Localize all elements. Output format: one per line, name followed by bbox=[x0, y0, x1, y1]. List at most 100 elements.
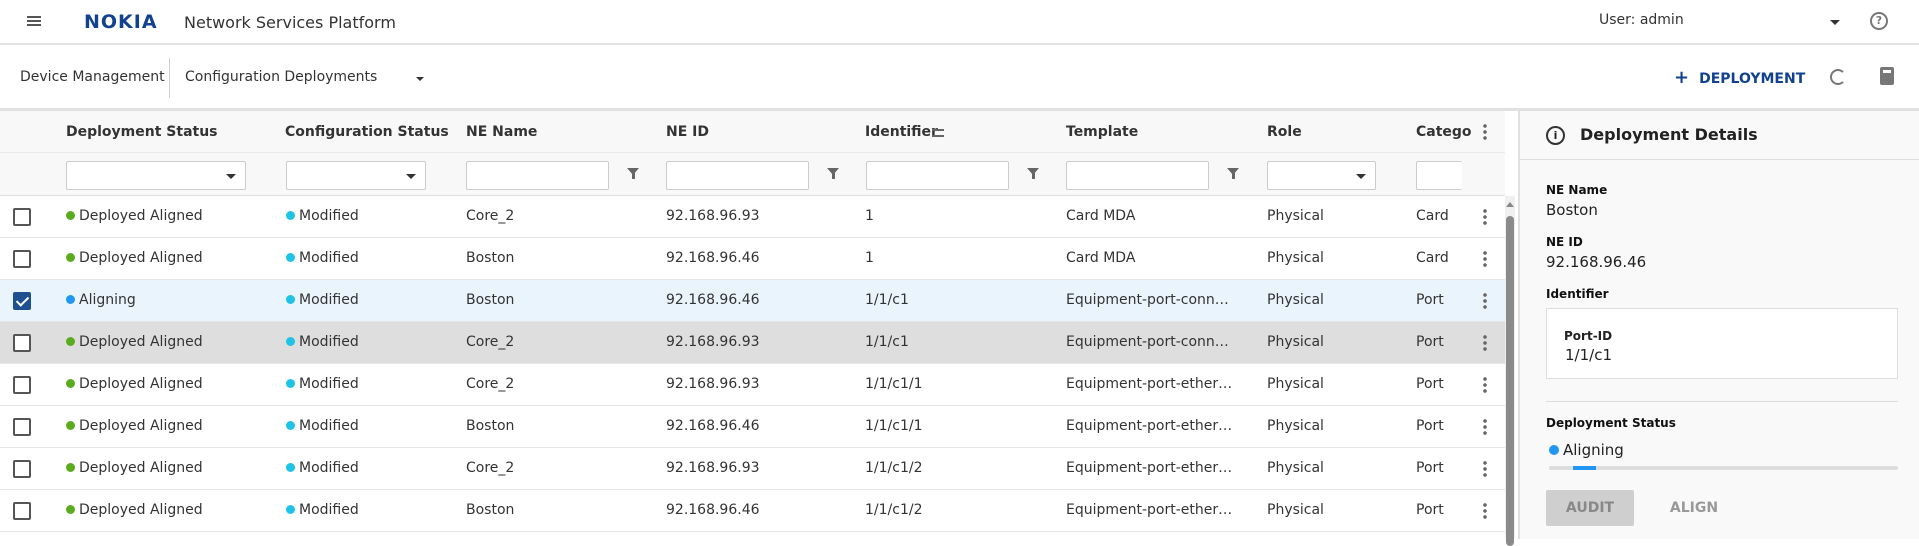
filter-icon[interactable] bbox=[827, 168, 839, 179]
row-menu-icon[interactable] bbox=[1483, 250, 1487, 268]
table-row[interactable]: Deployed Aligned Modified Core_2 92.168.96.… bbox=[0, 448, 1505, 490]
cell-category: Port bbox=[1416, 502, 1444, 518]
breadcrumb[interactable]: Device Management bbox=[20, 69, 165, 85]
identifier-filter[interactable] bbox=[866, 161, 1009, 190]
help-icon[interactable]: ? bbox=[1870, 12, 1888, 30]
identifier-box: Port-ID 1/1/c1 bbox=[1546, 308, 1898, 379]
cell-template: Card MDA bbox=[1066, 250, 1136, 266]
filter-icon[interactable] bbox=[1227, 168, 1239, 179]
cell-identifier: 1/1/c1/1 bbox=[865, 376, 923, 392]
table-row[interactable]: Deployed Aligned Modified Boston 92.168.96.… bbox=[0, 490, 1505, 532]
cell-config-status: Modified bbox=[286, 460, 359, 476]
col-template[interactable]: Template bbox=[1066, 124, 1139, 140]
row-menu-icon[interactable] bbox=[1483, 208, 1487, 226]
cell-deployment-status: Aligning bbox=[66, 292, 136, 308]
add-deployment-button[interactable]: + DEPLOYMENT bbox=[1674, 67, 1806, 88]
divider bbox=[1546, 401, 1898, 402]
col-configuration-status[interactable]: Configuration Status bbox=[285, 124, 449, 140]
cell-identifier: 1/1/c1 bbox=[865, 334, 909, 350]
col-ne-name[interactable]: NE Name bbox=[466, 124, 538, 140]
status-dot bbox=[66, 463, 75, 472]
status-dot bbox=[66, 295, 75, 304]
cell-role: Physical bbox=[1267, 292, 1324, 308]
ne-id-filter[interactable] bbox=[666, 161, 809, 190]
cell-category: Card bbox=[1416, 208, 1449, 224]
row-checkbox[interactable] bbox=[13, 460, 31, 478]
row-checkbox[interactable] bbox=[13, 292, 31, 310]
scroll-up-icon[interactable] bbox=[1506, 202, 1514, 207]
table-row[interactable]: Deployed Aligned Modified Boston 92.168.96.… bbox=[0, 238, 1505, 280]
row-checkbox[interactable] bbox=[13, 208, 31, 226]
cell-role: Physical bbox=[1267, 334, 1324, 350]
menu-icon[interactable] bbox=[27, 16, 41, 26]
status-dot bbox=[286, 421, 295, 430]
table-row[interactable]: Deployed Aligned Modified Boston 92.168.96.… bbox=[0, 406, 1505, 448]
view-selector[interactable]: Configuration Deployments bbox=[185, 69, 378, 85]
status-dot bbox=[66, 379, 75, 388]
col-deployment-status[interactable]: Deployment Status bbox=[66, 124, 218, 140]
cell-ne-id: 92.168.96.93 bbox=[666, 460, 760, 476]
cell-identifier: 1 bbox=[865, 208, 874, 224]
user-caret-icon[interactable] bbox=[1830, 20, 1840, 25]
view-caret-icon[interactable] bbox=[416, 77, 424, 81]
cell-category: Port bbox=[1416, 418, 1444, 434]
filter-icon[interactable] bbox=[1027, 168, 1039, 179]
align-button[interactable]: ALIGN bbox=[1669, 500, 1719, 516]
cell-ne-name: Boston bbox=[466, 418, 515, 434]
deployment-status-label: Deployment Status bbox=[1546, 416, 1676, 430]
cell-deployment-status: Deployed Aligned bbox=[66, 376, 203, 392]
table-row[interactable]: Deployed Aligned Modified Core_2 92.168.96.… bbox=[0, 196, 1505, 238]
ne-id-value: 92.168.96.46 bbox=[1546, 253, 1647, 271]
filter-row bbox=[0, 153, 1505, 196]
user-menu[interactable]: User: admin bbox=[1599, 12, 1684, 28]
cell-ne-name: Core_2 bbox=[466, 208, 515, 224]
ne-name-filter[interactable] bbox=[466, 161, 609, 190]
cell-role: Physical bbox=[1267, 250, 1324, 266]
cell-config-status: Modified bbox=[286, 334, 359, 350]
table-row[interactable]: Aligning Modified Boston 92.168.96.46 1/1/c1… bbox=[0, 280, 1505, 322]
col-identifier[interactable]: Identifier bbox=[865, 124, 938, 140]
cell-deployment-status: Deployed Aligned bbox=[66, 460, 203, 476]
row-menu-icon[interactable] bbox=[1483, 334, 1487, 352]
progress-indicator bbox=[1573, 466, 1596, 470]
info-icon: i bbox=[1546, 126, 1565, 145]
cell-category: Port bbox=[1416, 460, 1444, 476]
scroll-thumb[interactable] bbox=[1506, 216, 1514, 546]
deployment-status-value: Aligning bbox=[1549, 441, 1624, 459]
col-role[interactable]: Role bbox=[1267, 124, 1302, 140]
ne-name-label: NE Name bbox=[1546, 183, 1608, 197]
row-checkbox[interactable] bbox=[13, 502, 31, 520]
row-menu-icon[interactable] bbox=[1483, 376, 1487, 394]
cell-ne-id: 92.168.96.46 bbox=[666, 502, 760, 518]
cell-role: Physical bbox=[1267, 502, 1324, 518]
row-checkbox[interactable] bbox=[13, 250, 31, 268]
row-menu-icon[interactable] bbox=[1483, 502, 1487, 520]
row-menu-icon[interactable] bbox=[1483, 418, 1487, 436]
row-checkbox[interactable] bbox=[13, 418, 31, 436]
audit-button[interactable]: AUDIT bbox=[1546, 490, 1634, 526]
row-checkbox[interactable] bbox=[13, 376, 31, 394]
cell-role: Physical bbox=[1267, 418, 1324, 434]
cell-config-status: Modified bbox=[286, 250, 359, 266]
refresh-icon[interactable] bbox=[1830, 69, 1846, 85]
cell-role: Physical bbox=[1267, 460, 1324, 476]
col-category[interactable]: Catego bbox=[1416, 124, 1472, 140]
row-menu-icon[interactable] bbox=[1483, 292, 1487, 310]
column-menu-icon[interactable] bbox=[1483, 123, 1487, 141]
role-filter[interactable] bbox=[1267, 161, 1376, 190]
filter-icon[interactable] bbox=[627, 168, 639, 179]
category-filter[interactable] bbox=[1416, 161, 1462, 190]
sort-icon[interactable] bbox=[932, 129, 944, 137]
cell-identifier: 1 bbox=[865, 250, 874, 266]
table-scrollbar[interactable] bbox=[1505, 196, 1515, 546]
row-menu-icon[interactable] bbox=[1483, 460, 1487, 478]
table-row[interactable]: Deployed Aligned Modified Core_2 92.168.96.… bbox=[0, 364, 1505, 406]
template-filter[interactable] bbox=[1066, 161, 1209, 190]
table-row[interactable]: Deployed Aligned Modified Core_2 92.168.96.… bbox=[0, 322, 1505, 364]
row-checkbox[interactable] bbox=[13, 334, 31, 352]
configuration-status-filter[interactable] bbox=[286, 161, 426, 190]
deployment-status-filter[interactable] bbox=[66, 161, 246, 190]
col-ne-id[interactable]: NE ID bbox=[666, 124, 709, 140]
cell-role: Physical bbox=[1267, 376, 1324, 392]
panel-toggle-icon[interactable] bbox=[1880, 67, 1894, 85]
